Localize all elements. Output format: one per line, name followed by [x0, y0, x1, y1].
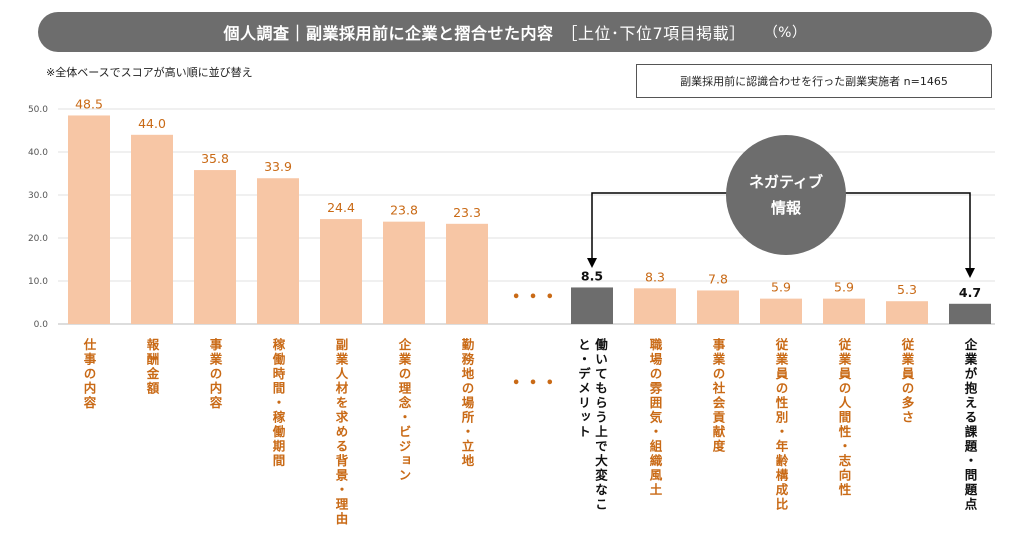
sample-size-box: 副業採用前に認識合わせを行った副業実施者 n=1465 [636, 64, 992, 98]
bar [194, 170, 236, 324]
data-label: 5.9 [771, 280, 791, 295]
connector-line [591, 192, 971, 268]
ellipsis-labels: • • • [512, 376, 556, 391]
bar [446, 223, 488, 324]
y-tick-label: 50.0 [28, 105, 48, 115]
category-label: 従業員の多さ [899, 338, 915, 425]
data-label: 7.8 [708, 271, 728, 286]
bar [257, 178, 299, 324]
ellipsis-bars: • • • [512, 290, 556, 305]
data-label: 4.7 [959, 285, 981, 300]
negative-info-badge: ネガティブ 情報 [726, 135, 846, 255]
bar [383, 221, 425, 324]
category-label: 企業が抱える課題・問題点 [962, 338, 978, 512]
y-tick-label: 30.0 [28, 191, 48, 201]
bar [634, 288, 676, 324]
badge-line2: 情報 [770, 199, 801, 217]
data-label: 23.3 [453, 205, 481, 220]
chart-subtitle: ［上位･下位7項目掲載］ [561, 24, 746, 43]
arrow-head [965, 268, 975, 278]
data-label: 5.3 [897, 282, 917, 297]
bar [886, 301, 928, 324]
y-tick-label: 0.0 [34, 320, 49, 330]
category-label: 従業員の性別・年齢構成比 [773, 338, 789, 512]
category-label: 稼働時間・稼働期間 [270, 338, 286, 469]
arrow-head [587, 258, 597, 268]
category-label: 勤務地の場所・立地 [459, 338, 475, 469]
data-label: 35.8 [201, 151, 229, 166]
category-label: 企業の理念・ビジョン [396, 338, 412, 483]
category-label: 事業の社会貢献度 [710, 338, 726, 454]
chart-title-bar: 個人調査｜副業採用前に企業と摺合せた内容 ［上位･下位7項目掲載］ （%） [38, 12, 992, 52]
data-label: 48.5 [75, 96, 103, 111]
chart-unit: （%） [763, 25, 807, 41]
data-label: 24.4 [327, 200, 355, 215]
badge-line1: ネガティブ [748, 173, 824, 191]
category-label: 仕事の内容 [81, 338, 97, 411]
category-label: 事業の内容 [207, 338, 223, 411]
bar [760, 298, 802, 324]
bar [949, 303, 991, 324]
y-tick-label: 10.0 [28, 277, 48, 287]
category-label: 働いてもらう上で大変なこと・デメリット [576, 338, 608, 512]
bar [68, 115, 110, 324]
bar [697, 290, 739, 324]
data-label: 5.9 [834, 280, 854, 295]
data-label: 8.3 [645, 269, 665, 284]
data-label: 44.0 [138, 116, 166, 131]
data-label: 23.8 [390, 203, 418, 218]
category-label: 報酬金額 [144, 338, 160, 396]
sort-note: ※全体ベースでスコアが高い順に並び替え [46, 66, 253, 79]
chart-title: 個人調査｜副業採用前に企業と摺合せた内容 [223, 24, 554, 43]
category-label: 副業人材を求める背景・理由 [333, 338, 349, 527]
bar [571, 287, 613, 324]
bar [320, 219, 362, 324]
data-label: 33.9 [264, 159, 292, 174]
y-tick-label: 20.0 [28, 234, 48, 244]
bar [823, 298, 865, 324]
bar [131, 134, 173, 324]
data-label: 8.5 [581, 268, 603, 283]
category-label: 従業員の人間性・志向性 [836, 338, 852, 498]
category-label: 職場の雰囲気・組織風土 [647, 338, 663, 498]
y-tick-label: 40.0 [28, 148, 48, 158]
